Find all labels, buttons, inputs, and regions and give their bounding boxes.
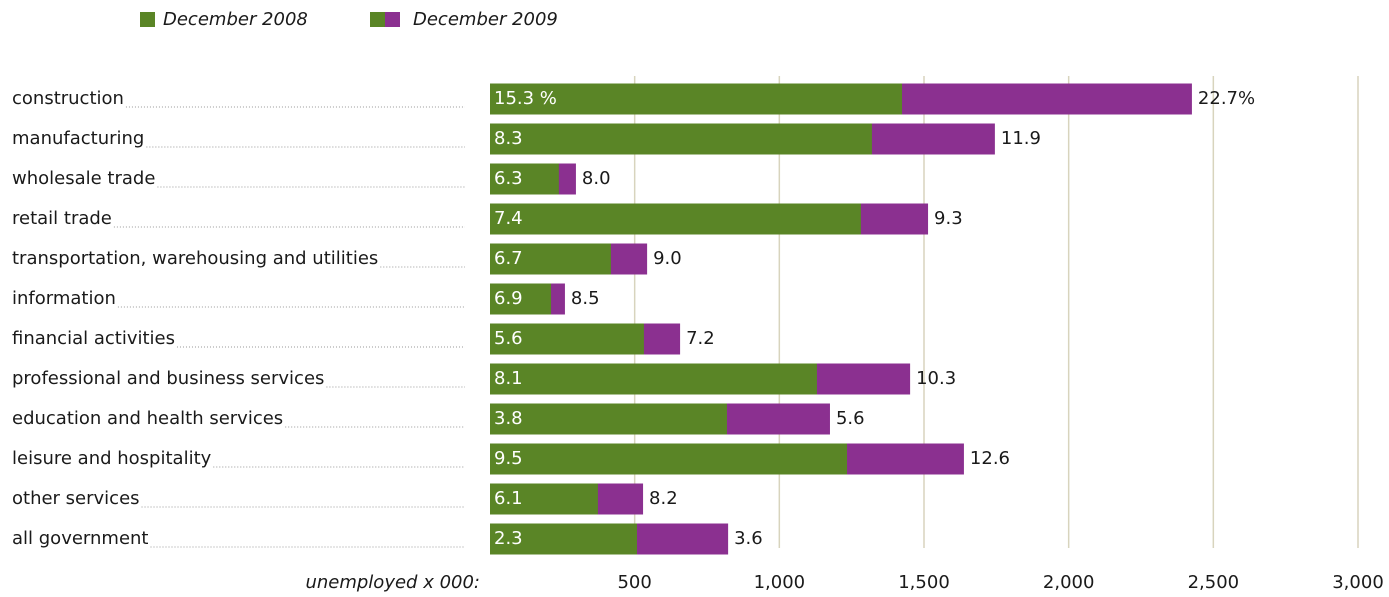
rate-label: 3.8 — [494, 408, 523, 429]
x-tick-label: 3,000 — [1332, 572, 1384, 593]
bar — [490, 403, 727, 435]
rate-label: 10.3 — [916, 368, 956, 389]
x-tick-label: 2,500 — [1188, 572, 1240, 593]
category-label: education and health services — [12, 408, 283, 429]
rate-label: 9.5 — [494, 448, 523, 469]
rate-label: 12.6 — [970, 448, 1010, 469]
category-label: financial activities — [12, 328, 175, 349]
rate-label: 9.0 — [653, 248, 682, 269]
rate-label: 3.6 — [734, 528, 763, 549]
x-tick-label: 2,000 — [1043, 572, 1095, 593]
category-label: leisure and hospitality — [12, 448, 212, 469]
category-label: wholesale trade — [12, 168, 155, 189]
bar — [490, 123, 872, 155]
rate-label: 5.6 — [494, 328, 523, 349]
rate-label: 22.7% — [1198, 88, 1255, 109]
rate-label: 8.5 — [571, 288, 600, 309]
rate-label: 9.3 — [934, 208, 963, 229]
legend-swatch — [140, 12, 155, 27]
category-label: construction — [12, 88, 124, 109]
category-label: retail trade — [12, 208, 112, 229]
bar — [490, 443, 848, 475]
rate-label: 6.3 — [494, 168, 523, 189]
legend-label: December 2008 — [163, 9, 308, 30]
rate-label: 5.6 — [836, 408, 865, 429]
rate-label: 7.2 — [686, 328, 715, 349]
category-label: other services — [12, 488, 140, 509]
bar — [490, 83, 903, 115]
rate-label: 8.0 — [582, 168, 611, 189]
bar — [490, 243, 611, 275]
rate-label: 11.9 — [1001, 128, 1041, 149]
category-label: professional and business services — [12, 368, 324, 389]
bar — [490, 283, 552, 315]
x-tick-label: 1,500 — [898, 572, 950, 593]
category-label: manufacturing — [12, 128, 144, 149]
legend-label: December 2009 — [413, 9, 558, 30]
bar — [490, 163, 559, 195]
rate-label: 7.4 — [494, 208, 523, 229]
category-label: information — [12, 288, 116, 309]
bar — [490, 323, 644, 355]
rate-label: 6.1 — [494, 488, 523, 509]
rate-label: 8.3 — [494, 128, 523, 149]
rate-label: 15.3 % — [494, 88, 557, 109]
category-label: transportation, warehousing and utilitie… — [12, 248, 378, 269]
rate-label: 6.7 — [494, 248, 523, 269]
rate-label: 8.2 — [649, 488, 678, 509]
rate-label: 6.9 — [494, 288, 523, 309]
legend-swatch — [370, 12, 385, 27]
bar — [490, 483, 598, 515]
x-tick-label: 500 — [617, 572, 651, 593]
bar — [490, 363, 817, 395]
bar — [490, 523, 637, 555]
category-label: all government — [12, 528, 149, 549]
rate-label: 2.3 — [494, 528, 523, 549]
x-tick-label: 1,000 — [754, 572, 806, 593]
rate-label: 8.1 — [494, 368, 523, 389]
x-axis-label: unemployed x 000: — [305, 572, 480, 593]
bar — [490, 203, 861, 235]
legend-swatch — [385, 12, 400, 27]
